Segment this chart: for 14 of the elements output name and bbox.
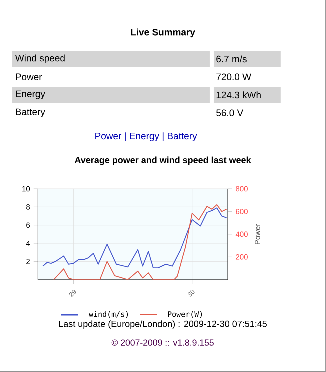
text: 6.7 m/s (216, 56, 247, 63)
line-series (42, 208, 228, 269)
text: Live Summary (131, 28, 196, 38)
text: Wind speed (15, 54, 65, 64)
text: Last update (Europe/London) : 2009-12-30 07:51:45 (59, 320, 267, 330)
text: 720.0 W (216, 74, 252, 80)
chart-title: Average power and wind speed last week (74, 156, 252, 166)
text: © 2007-2009 :: v1.8.9.155 (112, 340, 214, 346)
text: Energy (16, 90, 46, 100)
text: Power (16, 74, 42, 80)
text: 124.3 kWh (216, 92, 261, 99)
text: 56.0 V (216, 110, 244, 116)
text: Power | Energy | Battery (96, 132, 198, 142)
text: Battery (16, 108, 46, 118)
